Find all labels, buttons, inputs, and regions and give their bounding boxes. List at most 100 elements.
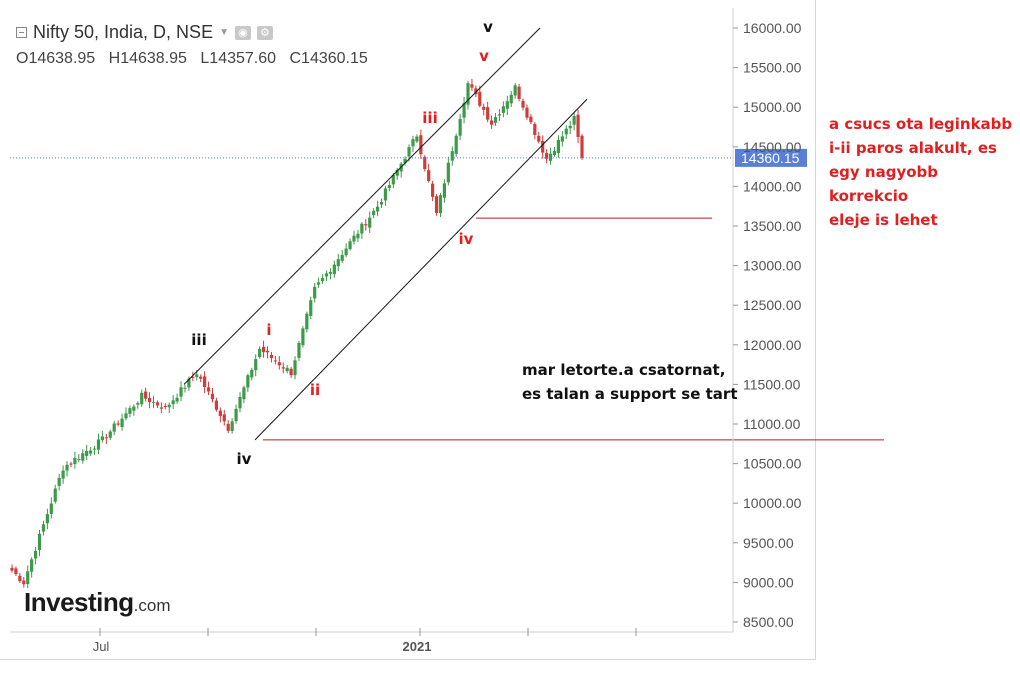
candle-body: [320, 277, 325, 282]
y-tick-label: 15000.00: [743, 99, 802, 115]
candle-body: [391, 175, 395, 185]
lower-channel: [254, 98, 588, 441]
candle-body: [317, 282, 321, 285]
y-tick-label: 9000.00: [743, 574, 794, 590]
candle-body: [10, 567, 14, 571]
candle-body: [533, 124, 537, 135]
candle-body: [423, 156, 427, 170]
y-tick-label: 16000.00: [743, 20, 802, 36]
candle-body: [489, 120, 494, 125]
y-tick-label: 10500.00: [743, 456, 802, 472]
candle-body: [548, 153, 553, 161]
candle-body: [203, 376, 207, 388]
candle-body: [564, 128, 568, 135]
eye-icon[interactable]: ◉: [234, 25, 251, 40]
candle-body: [383, 188, 388, 201]
wave-label: ii: [310, 381, 320, 399]
candle-body: [450, 151, 454, 161]
candle-body: [65, 464, 69, 471]
candle-body: [104, 437, 108, 439]
candle-body: [73, 458, 77, 465]
candle-body: [214, 400, 219, 410]
wave-label: i: [266, 321, 271, 339]
ohlc-open: O14638.95: [16, 50, 96, 67]
y-tick-label: 11000.00: [743, 416, 801, 432]
collapse-icon[interactable]: [16, 27, 27, 38]
candle-body: [462, 103, 466, 118]
candle-body: [128, 408, 132, 414]
y-tick-label: 13500.00: [743, 218, 802, 234]
candle-body: [297, 342, 301, 358]
candle-body: [454, 135, 458, 154]
candle-body: [33, 550, 38, 559]
candle-body: [222, 414, 226, 422]
candle-body: [61, 470, 65, 479]
candle-body: [505, 101, 509, 109]
candle-body: [163, 406, 167, 408]
candle-body: [301, 328, 305, 346]
ohlc-close: C14360.15: [289, 50, 368, 67]
candle-body: [254, 359, 258, 371]
wave-label: iv: [237, 450, 252, 468]
chevron-down-icon[interactable]: ▼: [219, 27, 229, 38]
candle-body: [49, 503, 53, 514]
candle-body: [305, 313, 309, 330]
upper-channel: [183, 27, 541, 385]
y-tick-label: 14000.00: [743, 178, 802, 194]
candle-body: [352, 235, 356, 242]
candle-body: [14, 568, 18, 575]
candle-body: [403, 158, 407, 163]
investing-logo: Investing.com: [24, 587, 170, 618]
candle-body: [572, 116, 576, 125]
candle-body: [395, 169, 399, 176]
candle-body: [368, 217, 372, 228]
candle-body: [230, 421, 234, 431]
candle-body: [206, 387, 211, 392]
y-tick-label: 11500.00: [743, 376, 801, 392]
candle-body: [265, 350, 270, 353]
candle-body: [486, 107, 490, 120]
candle-body: [147, 397, 152, 403]
candle-body: [324, 273, 329, 277]
candle-body: [187, 378, 191, 388]
candle-body: [26, 571, 30, 585]
candle-body: [81, 453, 85, 461]
candle-body: [411, 139, 415, 147]
wave-label: iv: [459, 230, 474, 248]
candle-body: [576, 114, 580, 137]
candle-body: [250, 369, 254, 378]
symbol-title[interactable]: Nifty 50, India, D, NSE: [33, 22, 214, 42]
candle-body: [372, 210, 376, 216]
candle-body: [37, 533, 42, 550]
candle-body: [108, 431, 112, 438]
candle-body: [568, 125, 572, 129]
y-tick-label: 12500.00: [743, 297, 802, 313]
candle-body: [96, 439, 101, 450]
candle-body: [458, 119, 462, 136]
candle-body: [356, 233, 360, 239]
candle-body: [517, 86, 521, 99]
wave-label: iii: [422, 109, 437, 127]
candle-body: [57, 477, 61, 486]
candle-body: [336, 259, 340, 267]
candle-body: [171, 400, 175, 405]
wave-label: iii: [191, 331, 206, 349]
candle-body: [92, 448, 97, 450]
candle-body: [289, 368, 293, 376]
gear-icon[interactable]: ⚙: [256, 25, 273, 40]
candle-body: [537, 135, 541, 142]
candle-body: [466, 83, 470, 105]
candle-body: [513, 85, 517, 96]
candle-body: [552, 150, 557, 156]
candle-body: [285, 367, 289, 372]
candle-body: [183, 387, 187, 389]
candle-body: [85, 451, 89, 456]
candle-body: [218, 410, 222, 417]
candle-body: [446, 162, 450, 183]
candle-body: [344, 248, 348, 256]
annotation-red-note: a csucs ota leginkabb i-ii paros alakult…: [829, 115, 1013, 229]
candle-body: [497, 114, 502, 116]
candle-body: [427, 170, 431, 181]
wave-label: v: [483, 18, 493, 36]
